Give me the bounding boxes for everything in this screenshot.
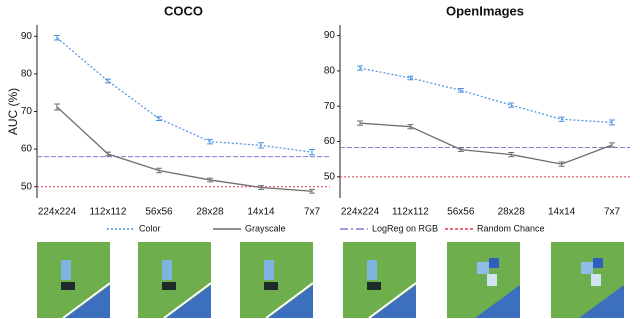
thumbnail-line [368, 282, 417, 319]
thumbnail-player [61, 260, 71, 280]
error-bar [357, 65, 363, 71]
y-tick-label: 90 [324, 30, 336, 41]
y-tick-label: 60 [324, 136, 336, 147]
legend-label: LogReg on RGB [372, 223, 438, 233]
x-tick-label: 112x112 [90, 207, 127, 218]
legend-label: Grayscale [245, 223, 286, 233]
error-bar [54, 35, 60, 41]
legend-label: Random Chance [477, 223, 545, 233]
error-bar [558, 116, 565, 122]
y-tick-label: 60 [21, 144, 33, 155]
error-bar [207, 138, 213, 145]
thumbnail-shadow [162, 282, 176, 290]
error-bar [156, 116, 162, 122]
series-line [359, 67, 613, 124]
thumbnail-shadow [264, 282, 278, 290]
y-tick-label: 80 [324, 66, 336, 77]
y-tick-label: 70 [324, 101, 336, 112]
thumbnail-player [367, 260, 377, 280]
x-tick-label: 7x7 [604, 207, 621, 218]
error-bar [508, 151, 515, 158]
error-bar [407, 75, 414, 81]
thumbnail-line [265, 282, 314, 319]
x-tick-label: 14x14 [548, 207, 576, 218]
y-tick-label: 50 [324, 171, 336, 182]
thumbnail-block [591, 274, 601, 286]
thumbnail-block [489, 258, 499, 268]
error-bar [558, 161, 565, 167]
series-line [359, 122, 613, 165]
error-bar [457, 147, 464, 152]
thumbnail-block [581, 262, 593, 274]
thumbnail-line [163, 282, 212, 319]
thumbnail-court [268, 285, 313, 318]
thumbnail-block [477, 262, 489, 274]
thumbnail-shadow [367, 282, 381, 290]
chart-title: OpenImages [446, 3, 524, 18]
y-tick-label: 50 [21, 181, 33, 192]
thumbnail-player [162, 260, 172, 280]
thumbnail-court [371, 285, 416, 318]
error-bar [357, 120, 363, 126]
x-tick-label: 14x14 [247, 207, 275, 218]
error-bar [258, 185, 264, 190]
thumbnail-court [475, 285, 520, 318]
series-line [56, 37, 313, 153]
legend-label: Color [139, 223, 161, 233]
x-tick-label: 112x112 [392, 207, 429, 218]
thumbnail-court [166, 285, 211, 318]
thumbnail-player [264, 260, 274, 280]
x-tick-label: 224x224 [38, 207, 77, 218]
x-tick-label: 56x56 [145, 207, 173, 218]
thumbnail-shadow [61, 282, 75, 290]
thumbnails [37, 242, 624, 319]
error-bar [309, 188, 315, 194]
x-tick-label: 28x28 [498, 207, 526, 218]
error-bar [609, 119, 615, 126]
y-tick-label: 80 [21, 69, 33, 80]
error-bar [105, 78, 111, 84]
error-bar [407, 124, 414, 130]
thumbnail-line [62, 282, 111, 319]
error-bar [156, 167, 162, 174]
thumbnail-block [487, 274, 497, 286]
y-tick-label: 70 [21, 106, 33, 117]
error-bar [105, 151, 111, 157]
error-bar [309, 148, 315, 156]
x-tick-label: 28x28 [196, 207, 224, 218]
thumbnail-block [593, 258, 603, 268]
thumbnail-court [579, 285, 624, 318]
chart-title: COCO [164, 3, 203, 18]
thumbnail-court [65, 285, 110, 318]
y-axis-label: AUC (%) [6, 88, 20, 135]
error-bar [508, 102, 515, 108]
error-bar [609, 142, 615, 148]
error-bar [54, 103, 60, 111]
error-bar [207, 177, 213, 183]
error-bar [258, 142, 264, 149]
x-tick-label: 7x7 [304, 207, 321, 218]
series-line [56, 106, 313, 192]
x-tick-label: 224x224 [341, 207, 380, 218]
x-tick-label: 56x56 [447, 207, 475, 218]
error-bar [457, 88, 464, 93]
y-tick-label: 90 [21, 31, 33, 42]
